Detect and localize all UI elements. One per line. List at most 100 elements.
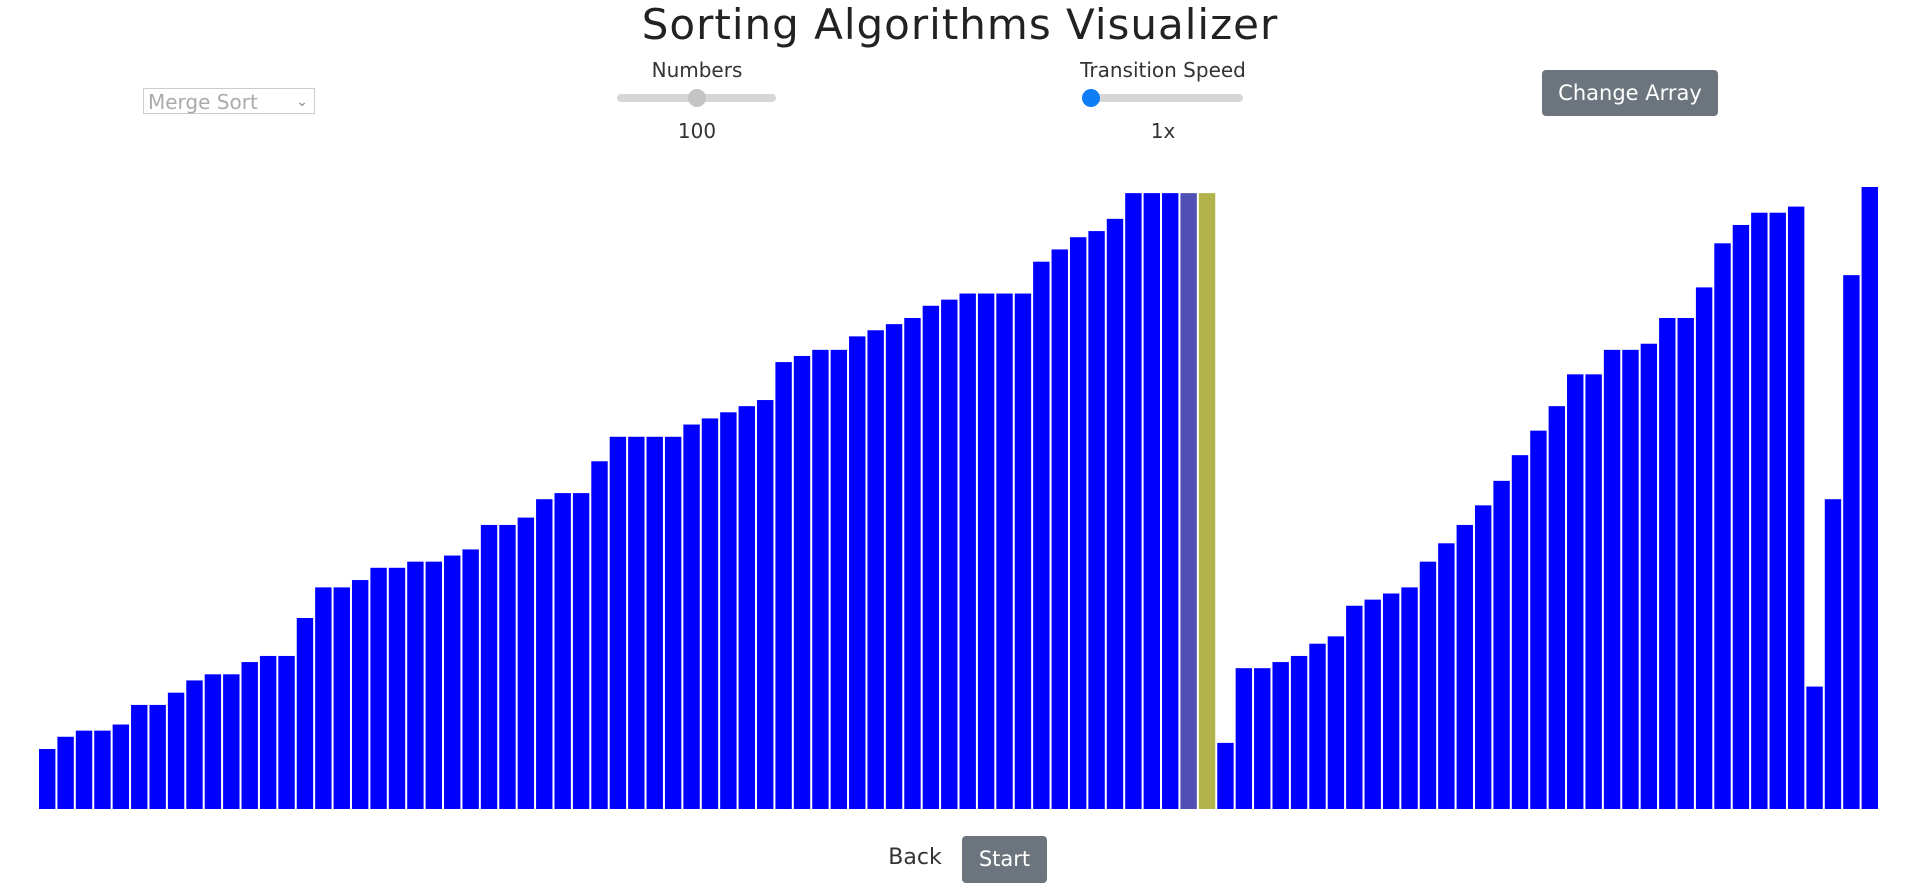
bar: [75, 730, 93, 809]
bar: [1659, 318, 1676, 809]
bar: [1622, 349, 1639, 809]
bar: [1088, 231, 1105, 809]
bar: [1843, 275, 1860, 809]
bar: [259, 655, 277, 809]
slider-thumb[interactable]: [688, 89, 706, 107]
speed-label: Transition Speed: [1080, 58, 1246, 82]
bar: [591, 461, 608, 809]
bar: [480, 524, 498, 809]
bar: [1567, 374, 1584, 809]
bar: [1198, 193, 1216, 809]
bar: [977, 293, 995, 809]
bar: [517, 517, 535, 809]
bar: [1419, 561, 1437, 809]
bar: [1143, 193, 1161, 809]
bar: [1180, 193, 1197, 809]
bar: [1217, 742, 1234, 809]
bar: [867, 330, 884, 809]
bar: [1401, 587, 1418, 809]
bar: [1806, 686, 1823, 809]
bar: [499, 524, 516, 809]
bar: [1125, 193, 1142, 809]
bar: [922, 305, 940, 809]
bar: [1493, 480, 1510, 809]
numbers-value: 100: [677, 119, 717, 143]
bar: [1272, 662, 1289, 809]
bar: [39, 749, 56, 809]
bar: [959, 293, 976, 809]
bar: [462, 549, 479, 809]
bar: [775, 362, 792, 809]
bar: [628, 436, 645, 809]
select-arrow: ⌄: [296, 94, 308, 110]
algorithm-select[interactable]: Merge Sort ⌄: [143, 88, 315, 114]
bar: [1014, 293, 1032, 809]
bar: [1530, 430, 1547, 809]
back-button[interactable]: Back: [888, 845, 942, 870]
bar: [1603, 349, 1621, 809]
bar: [941, 299, 958, 809]
bar: [1585, 374, 1602, 809]
bar: [849, 336, 866, 809]
speed-slider[interactable]: [1082, 89, 1243, 107]
bar: [204, 674, 222, 809]
bar: [278, 655, 295, 809]
bar: [1824, 499, 1842, 809]
bar: [701, 418, 719, 809]
bar: [1254, 668, 1271, 809]
bar: [388, 567, 406, 809]
bar: [1677, 318, 1694, 809]
bar: [683, 424, 700, 809]
bar: [830, 349, 848, 809]
bar: [444, 555, 461, 809]
bar: [131, 704, 148, 809]
bar: [1106, 218, 1124, 809]
bar: [186, 680, 203, 809]
bar: [296, 617, 314, 809]
bar: [1069, 237, 1087, 809]
page-title: Sorting Algorithms Visualizer: [641, 0, 1279, 49]
bar: [572, 493, 590, 809]
bar: [1382, 593, 1400, 809]
bar: [333, 587, 350, 809]
algorithm-option: Merge Sort: [148, 90, 258, 114]
bar: [609, 436, 627, 809]
slider-thumb[interactable]: [1082, 89, 1100, 107]
bar: [554, 493, 571, 809]
bar: [223, 674, 240, 809]
bar: [1548, 406, 1566, 809]
bar: [1438, 543, 1455, 809]
bar: [1456, 524, 1473, 809]
bar: [407, 561, 424, 809]
bar: [664, 436, 682, 809]
bar: [1033, 261, 1050, 809]
bar: [756, 400, 774, 809]
bar: [646, 436, 663, 809]
bar: [149, 704, 166, 809]
bar: [94, 730, 111, 809]
bar: [885, 324, 903, 809]
bar: [1787, 206, 1805, 809]
bar: [996, 293, 1013, 809]
bar: [167, 692, 185, 809]
change-array-button[interactable]: Change Array: [1542, 70, 1718, 116]
bar: [241, 662, 258, 809]
bar: [57, 736, 74, 809]
numbers-label: Numbers: [651, 58, 743, 82]
bar: [1511, 455, 1529, 809]
bar: [1162, 193, 1179, 809]
bar: [1861, 187, 1878, 809]
bar: [812, 349, 829, 809]
start-button[interactable]: Start: [962, 836, 1047, 883]
bar: [1235, 668, 1253, 809]
bar: [425, 561, 443, 809]
bar: [351, 580, 369, 809]
bar: [1051, 249, 1068, 809]
bar: [1640, 343, 1658, 809]
bar: [370, 567, 387, 809]
bar: [1364, 599, 1381, 809]
bar: [536, 499, 553, 809]
numbers-slider[interactable]: [617, 89, 776, 107]
speed-value: 1x: [1150, 119, 1176, 143]
